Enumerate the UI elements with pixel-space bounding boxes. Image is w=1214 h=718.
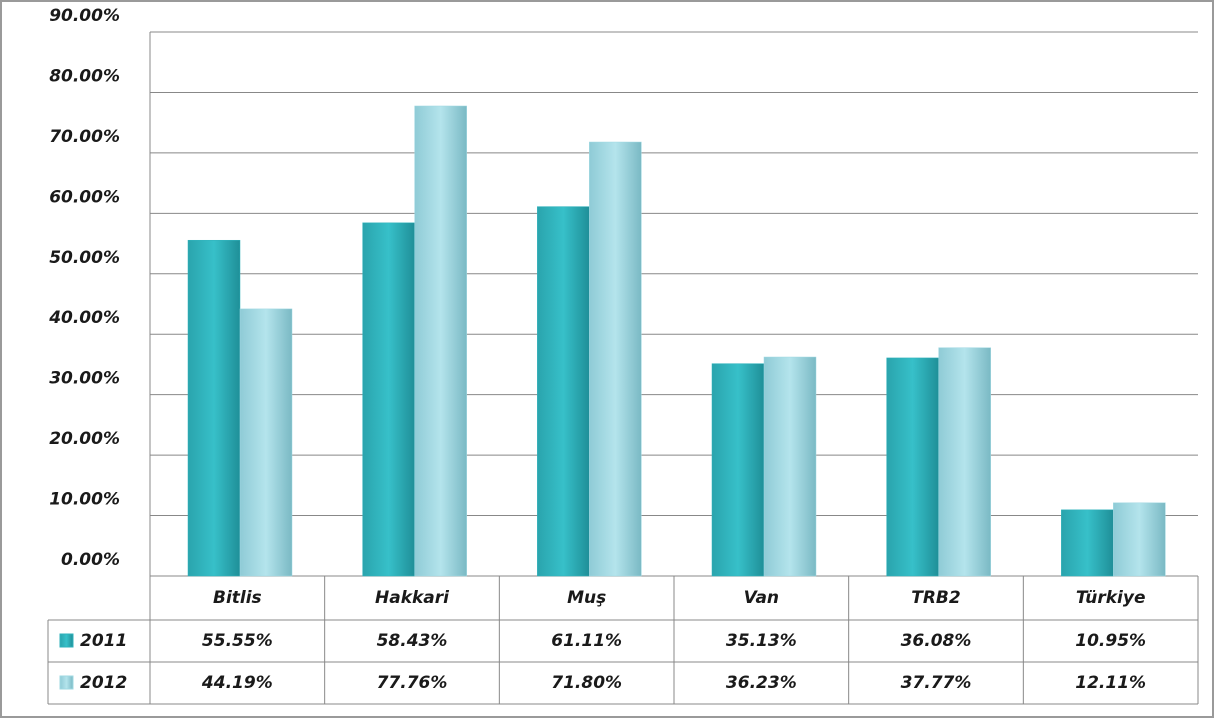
- data-label: 36.23%: [726, 673, 797, 693]
- y-tick-label: 0.00%: [61, 550, 120, 570]
- x-tick-label: TRB2: [911, 588, 960, 608]
- x-tick-label: Van: [744, 588, 779, 608]
- data-label: 55.55%: [202, 631, 273, 651]
- bar: [1113, 502, 1166, 577]
- y-tick-label: 50.00%: [49, 248, 120, 268]
- y-tick-label: 80.00%: [49, 66, 120, 86]
- data-label: 77.76%: [377, 673, 448, 693]
- data-label: 58.43%: [377, 631, 448, 651]
- y-tick-label: 30.00%: [49, 369, 120, 389]
- data-label: 44.19%: [201, 673, 273, 693]
- x-tick-label: Türkiye: [1076, 588, 1146, 608]
- data-label: 35.13%: [726, 631, 797, 651]
- legend-key: [59, 633, 74, 648]
- bar: [763, 356, 817, 577]
- x-tick-label: Muş: [567, 588, 606, 608]
- bar: [938, 347, 991, 577]
- y-tick-label: 90.00%: [49, 6, 120, 26]
- bar: [589, 141, 642, 577]
- bar: [537, 206, 590, 577]
- y-tick-label: 10.00%: [49, 490, 120, 510]
- y-tick-label: 60.00%: [49, 187, 120, 207]
- data-label: 37.77%: [901, 673, 972, 693]
- data-label: 71.80%: [551, 673, 622, 693]
- y-tick-label: 20.00%: [49, 429, 120, 449]
- bar: [1061, 509, 1114, 577]
- bar: [886, 357, 939, 577]
- bar: [362, 222, 415, 577]
- bar: [711, 363, 765, 577]
- bar: [187, 239, 241, 577]
- data-label: 61.11%: [551, 631, 622, 651]
- data-label: 10.95%: [1075, 631, 1146, 651]
- legend-key: [59, 675, 74, 690]
- x-tick-label: Bitlis: [213, 588, 262, 608]
- data-label: 12.11%: [1075, 673, 1146, 693]
- y-tick-label: 70.00%: [49, 127, 120, 147]
- bar: [414, 105, 467, 577]
- legend-label: 2011: [80, 631, 127, 651]
- legend-label: 2012: [80, 673, 127, 693]
- data-label: 36.08%: [901, 631, 972, 651]
- x-tick-label: Hakkari: [375, 588, 450, 608]
- bar: [239, 308, 293, 577]
- y-tick-label: 40.00%: [48, 308, 120, 328]
